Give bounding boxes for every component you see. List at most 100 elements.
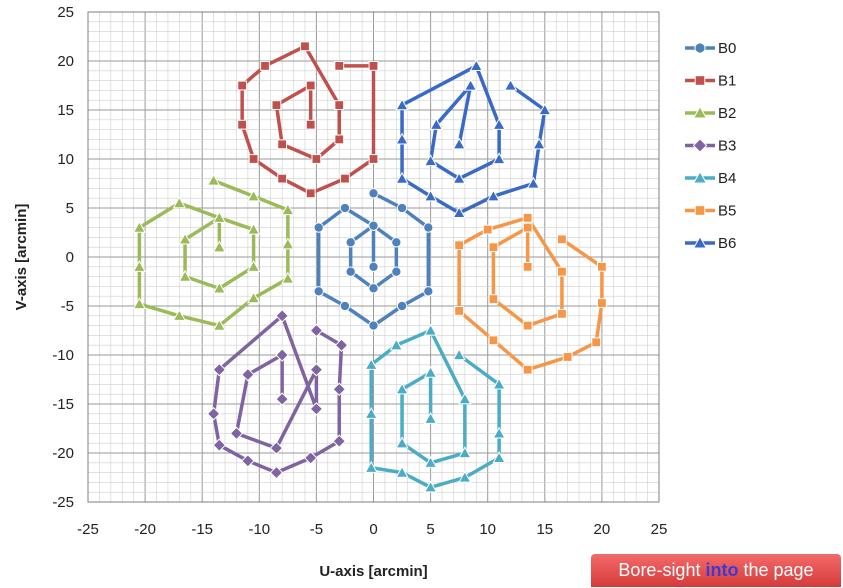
data-point-b6 — [452, 171, 466, 184]
data-point-b2 — [212, 318, 226, 331]
legend-label-b1: B1 — [718, 73, 736, 90]
data-point-b4 — [395, 436, 409, 449]
data-point-b6 — [503, 78, 518, 91]
data-point-b2 — [246, 189, 261, 202]
data-point-b2 — [206, 173, 221, 186]
legend-label-b5: B5 — [718, 203, 736, 220]
data-point-b6 — [423, 189, 438, 202]
data-point-b6 — [486, 189, 501, 202]
data-point-b6 — [492, 117, 506, 130]
data-point-b0 — [391, 266, 402, 277]
data-point-b3 — [241, 454, 255, 468]
boresight-annotation-label: Bore-sight — [618, 560, 701, 580]
data-point-b3 — [269, 441, 284, 455]
data-point-b5 — [557, 266, 567, 277]
data-point-b2 — [132, 259, 147, 272]
x-tick-label: -15 — [191, 521, 213, 538]
data-point-b3 — [206, 407, 221, 421]
data-point-b0 — [368, 320, 379, 331]
y-tick-label: 25 — [57, 4, 74, 21]
data-point-b3 — [275, 392, 289, 406]
data-point-b5 — [488, 242, 499, 253]
data-point-b4 — [492, 426, 506, 439]
x-tick-label: 25 — [651, 521, 668, 538]
data-point-b2 — [281, 203, 295, 216]
data-point-b3 — [212, 362, 227, 377]
plot-area-border — [87, 11, 660, 503]
x-tick-label: -20 — [134, 521, 156, 538]
data-point-b5 — [522, 261, 533, 272]
data-point-b1 — [237, 119, 248, 130]
x-tick-label: -5 — [310, 521, 323, 538]
data-point-b2 — [132, 220, 147, 233]
data-point-b1 — [340, 173, 350, 184]
data-point-b2 — [172, 196, 186, 209]
data-point-b1 — [305, 80, 316, 91]
x-tick-label: 10 — [479, 521, 496, 538]
x-tick-label: -25 — [77, 521, 99, 538]
data-point-b4 — [423, 411, 438, 424]
data-point-b4 — [492, 451, 506, 464]
data-point-b4 — [364, 406, 378, 419]
data-point-b5 — [597, 261, 607, 272]
data-point-b3 — [212, 438, 227, 452]
data-point-b3 — [269, 465, 284, 480]
data-point-b6 — [395, 98, 409, 111]
data-point-b5 — [522, 320, 533, 331]
data-point-b1 — [271, 100, 282, 110]
data-point-b3 — [275, 309, 289, 323]
legend-marker-b5 — [694, 205, 706, 216]
data-point-b2 — [281, 237, 295, 250]
x-tick-label: -10 — [248, 521, 270, 538]
data-point-b2 — [246, 259, 261, 272]
x-tick-label: 5 — [426, 521, 434, 538]
data-point-b0 — [339, 202, 351, 214]
data-point-b2 — [172, 308, 186, 321]
series-line-b3 — [211, 314, 344, 475]
x-tick-label: 15 — [536, 521, 553, 538]
data-point-b4 — [452, 348, 466, 361]
data-point-b2 — [246, 222, 261, 235]
legend-marker-b4 — [692, 170, 708, 184]
y-tick-label: 10 — [57, 151, 74, 168]
data-point-b0 — [339, 300, 351, 312]
data-point-b0 — [368, 188, 379, 199]
legend-label-b3: B3 — [718, 138, 736, 155]
y-tick-label: 0 — [66, 249, 74, 266]
data-point-b4 — [364, 357, 378, 370]
legend-marker-b1 — [694, 75, 706, 86]
boresight-annotation-highlight: into — [705, 560, 739, 580]
y-tick-label: -25 — [52, 494, 74, 511]
data-point-b6 — [469, 59, 483, 72]
data-point-b6 — [423, 154, 438, 167]
legend-label-b6: B6 — [718, 235, 736, 252]
x-tick-label: 0 — [369, 521, 377, 538]
data-point-b1 — [368, 154, 379, 164]
data-point-b3 — [241, 367, 255, 382]
data-point-b4 — [395, 382, 409, 395]
data-point-b6 — [395, 171, 409, 184]
series-line-b2 — [137, 178, 290, 328]
data-point-b3 — [275, 348, 289, 362]
y-tick-label: -20 — [52, 445, 74, 462]
data-point-b3 — [303, 451, 318, 465]
data-point-b1 — [334, 134, 345, 145]
series-line-b4 — [369, 328, 501, 490]
data-point-b5 — [488, 335, 499, 346]
data-point-b3 — [309, 323, 324, 338]
legend-marker-b0 — [694, 42, 706, 54]
legend-label-b0: B0 — [718, 40, 736, 57]
y-tick-label: 20 — [57, 53, 74, 70]
data-point-b2 — [132, 297, 147, 310]
legend-marker-b3 — [692, 138, 708, 153]
y-tick-label: -10 — [52, 347, 74, 364]
data-point-b1 — [368, 61, 379, 71]
data-point-b6 — [526, 176, 541, 189]
data-point-b6 — [538, 103, 552, 116]
data-point-b2 — [281, 271, 295, 284]
data-point-b2 — [246, 291, 261, 304]
series-line-b5 — [457, 216, 604, 372]
legend-label-b2: B2 — [718, 105, 736, 122]
data-point-b0 — [345, 237, 356, 248]
data-point-b5 — [522, 222, 533, 233]
